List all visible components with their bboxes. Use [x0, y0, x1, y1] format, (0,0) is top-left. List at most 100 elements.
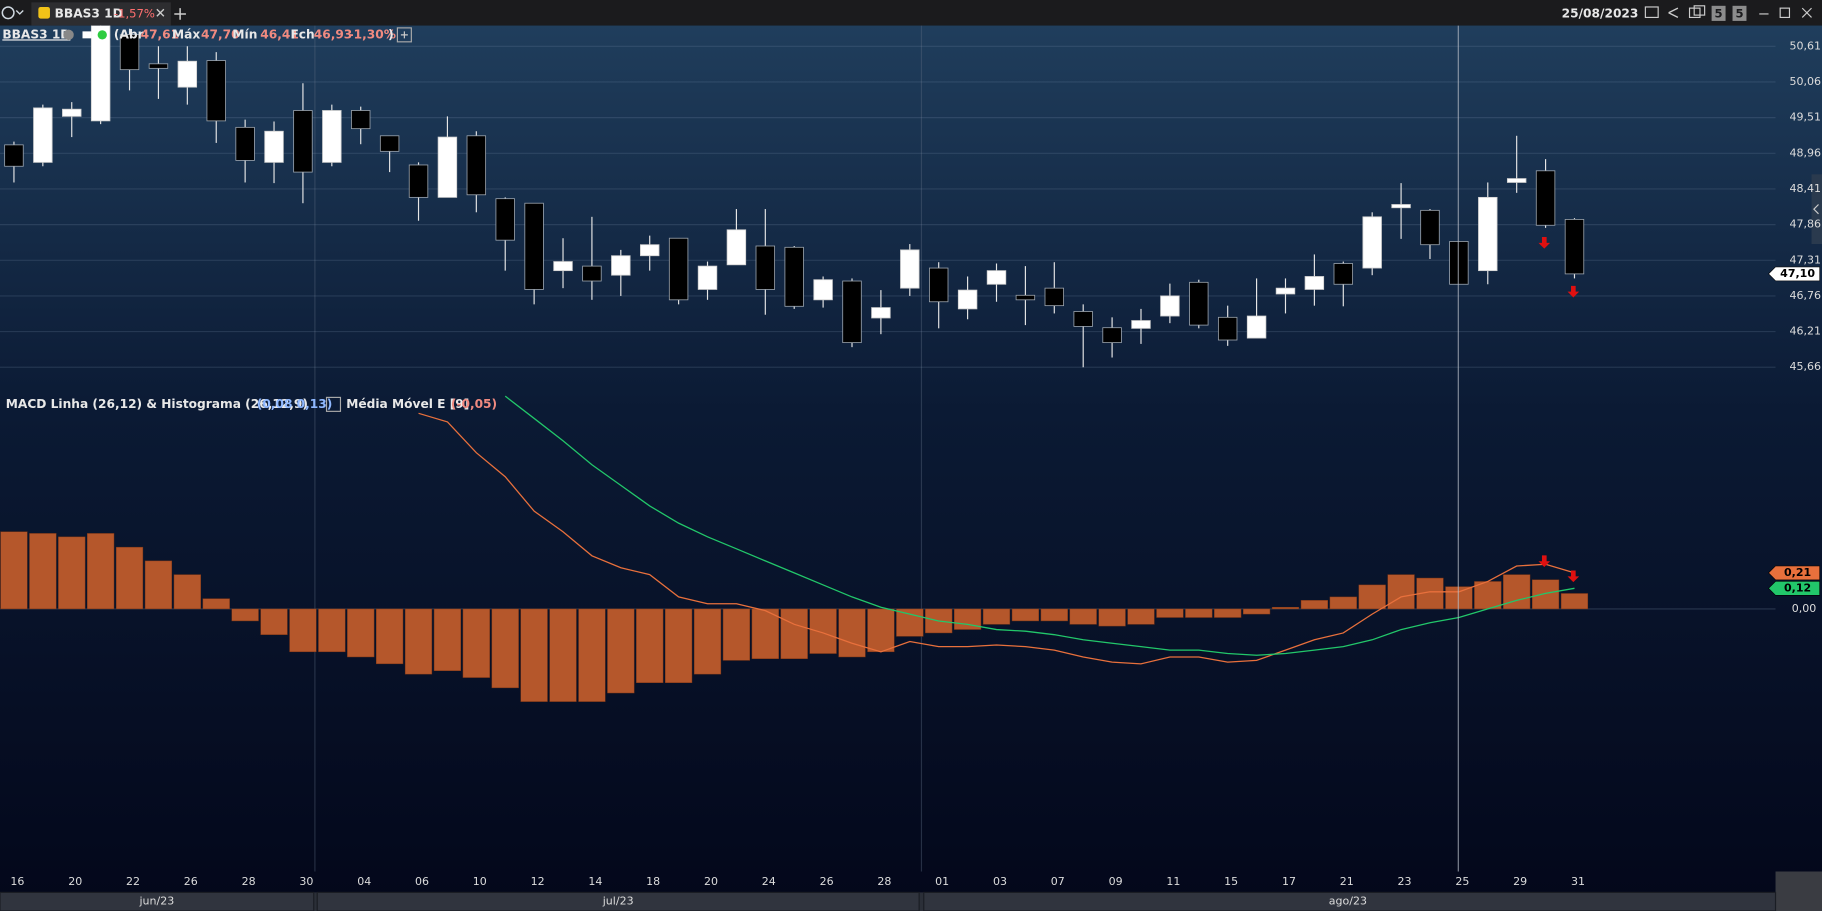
tab-close[interactable]	[156, 8, 165, 17]
symbol-label[interactable]: BBAS3 1D	[2, 27, 70, 41]
histogram-bar	[202, 598, 230, 610]
x-tick-label: 09	[1109, 875, 1123, 888]
month-cell	[923, 891, 1777, 911]
x-tick-label: 16	[10, 875, 24, 888]
value-badge	[1768, 565, 1820, 581]
histogram-bar	[462, 608, 490, 678]
x-tick-label: 28	[877, 875, 891, 888]
histogram-bar	[1185, 608, 1213, 618]
y-tick-label: 50,61	[1789, 39, 1821, 52]
histogram-bar	[58, 536, 86, 610]
histogram-bar	[1560, 593, 1589, 610]
x-tick-label: 07	[1051, 875, 1065, 888]
badge-text: 5	[1735, 6, 1743, 20]
histogram-bar	[925, 608, 953, 634]
y-tick-label: 46,21	[1789, 325, 1821, 338]
x-tick-label: 20	[704, 875, 718, 888]
x-tick-label: 22	[126, 875, 140, 888]
indicator-icon[interactable]	[325, 396, 342, 412]
candle-body	[928, 267, 949, 303]
histogram-bar	[260, 608, 288, 635]
badge[interactable]	[1732, 5, 1747, 21]
header-value: 46,41	[260, 27, 299, 41]
restore[interactable]	[1779, 7, 1791, 19]
add-button[interactable]	[396, 27, 412, 43]
histogram-bar	[665, 608, 693, 683]
add-icon	[400, 31, 408, 39]
x-tick-label: 14	[588, 875, 602, 888]
x-tick-label: 04	[357, 875, 371, 888]
histogram-bar	[520, 608, 548, 702]
candle-body	[1506, 178, 1527, 183]
histogram-bar	[231, 608, 259, 622]
candle-body	[90, 25, 111, 122]
histogram-bar	[1474, 581, 1502, 610]
legend-icon[interactable]	[82, 31, 92, 39]
candle-body	[871, 307, 891, 319]
candle-body	[1391, 204, 1411, 209]
candle-body	[62, 108, 82, 117]
macd-title: MACD Linha (26,12) & Histograma (26,12,9…	[6, 397, 308, 411]
x-tick-label: 31	[1571, 875, 1585, 888]
signal-line	[504, 395, 1575, 656]
close[interactable]	[1801, 7, 1812, 18]
histogram-bar	[578, 608, 606, 702]
y-tick-label: 47,31	[1789, 253, 1821, 266]
histogram-bar	[289, 608, 317, 653]
candle-body	[697, 265, 718, 290]
badge[interactable]	[1711, 5, 1726, 21]
dropdown-icon[interactable]	[15, 9, 24, 15]
histogram-bar	[636, 608, 664, 683]
y-tick-label: 49,51	[1789, 111, 1821, 124]
histogram-bar	[1329, 596, 1357, 610]
histogram-bar	[867, 608, 895, 653]
candle-body	[1217, 316, 1238, 341]
tab[interactable]	[31, 2, 171, 26]
candle-body	[1304, 276, 1325, 290]
histogram-bar	[318, 608, 346, 653]
y-tick-label: 46,76	[1789, 289, 1821, 302]
histogram-bar	[1358, 584, 1386, 610]
y-tick-label: 0,00	[1792, 602, 1817, 615]
signal-title: Média Móvel E [9]	[346, 397, 469, 411]
candle-body	[1564, 219, 1585, 275]
candle-body	[611, 255, 631, 276]
header-label: Fch	[290, 27, 314, 41]
icon-calendar[interactable]	[1644, 6, 1659, 19]
histogram-bar	[404, 608, 433, 675]
histogram-bar	[1214, 608, 1242, 618]
histogram-bar	[838, 608, 866, 658]
histogram-bar	[1011, 608, 1039, 622]
x-tick-label: 28	[242, 875, 256, 888]
candle-body	[4, 144, 24, 167]
legend-icon[interactable]	[63, 29, 74, 41]
x-tick-label: 23	[1398, 875, 1412, 888]
month-label: ago/23	[1329, 895, 1367, 908]
histogram-bar	[1271, 606, 1300, 610]
histogram-bar	[1300, 600, 1328, 610]
signal-arrow	[1538, 237, 1551, 249]
histogram-bar	[173, 574, 201, 610]
x-tick-label: 12	[531, 875, 545, 888]
header-label: )	[388, 27, 394, 41]
histogram-bar	[29, 533, 57, 610]
x-tick-label: 26	[820, 875, 834, 888]
histogram-bar	[896, 608, 924, 637]
value-badge	[1768, 266, 1820, 282]
candle-body	[957, 289, 978, 310]
x-tick-label: 11	[1166, 875, 1180, 888]
new-tab[interactable]	[174, 8, 186, 20]
icon-share[interactable]	[1668, 7, 1679, 19]
x-tick-label: 18	[646, 875, 660, 888]
app-icon[interactable]	[1, 6, 15, 20]
icon-window-b[interactable]	[1693, 5, 1706, 16]
collapse-handle[interactable]	[1811, 174, 1822, 245]
candle-body	[553, 261, 573, 272]
candle-body	[900, 249, 920, 289]
y-tick-label: 48,96	[1789, 146, 1821, 159]
x-tick-label: 17	[1282, 875, 1296, 888]
header-value: 47,70	[201, 27, 240, 41]
x-tick-label: 26	[184, 875, 198, 888]
